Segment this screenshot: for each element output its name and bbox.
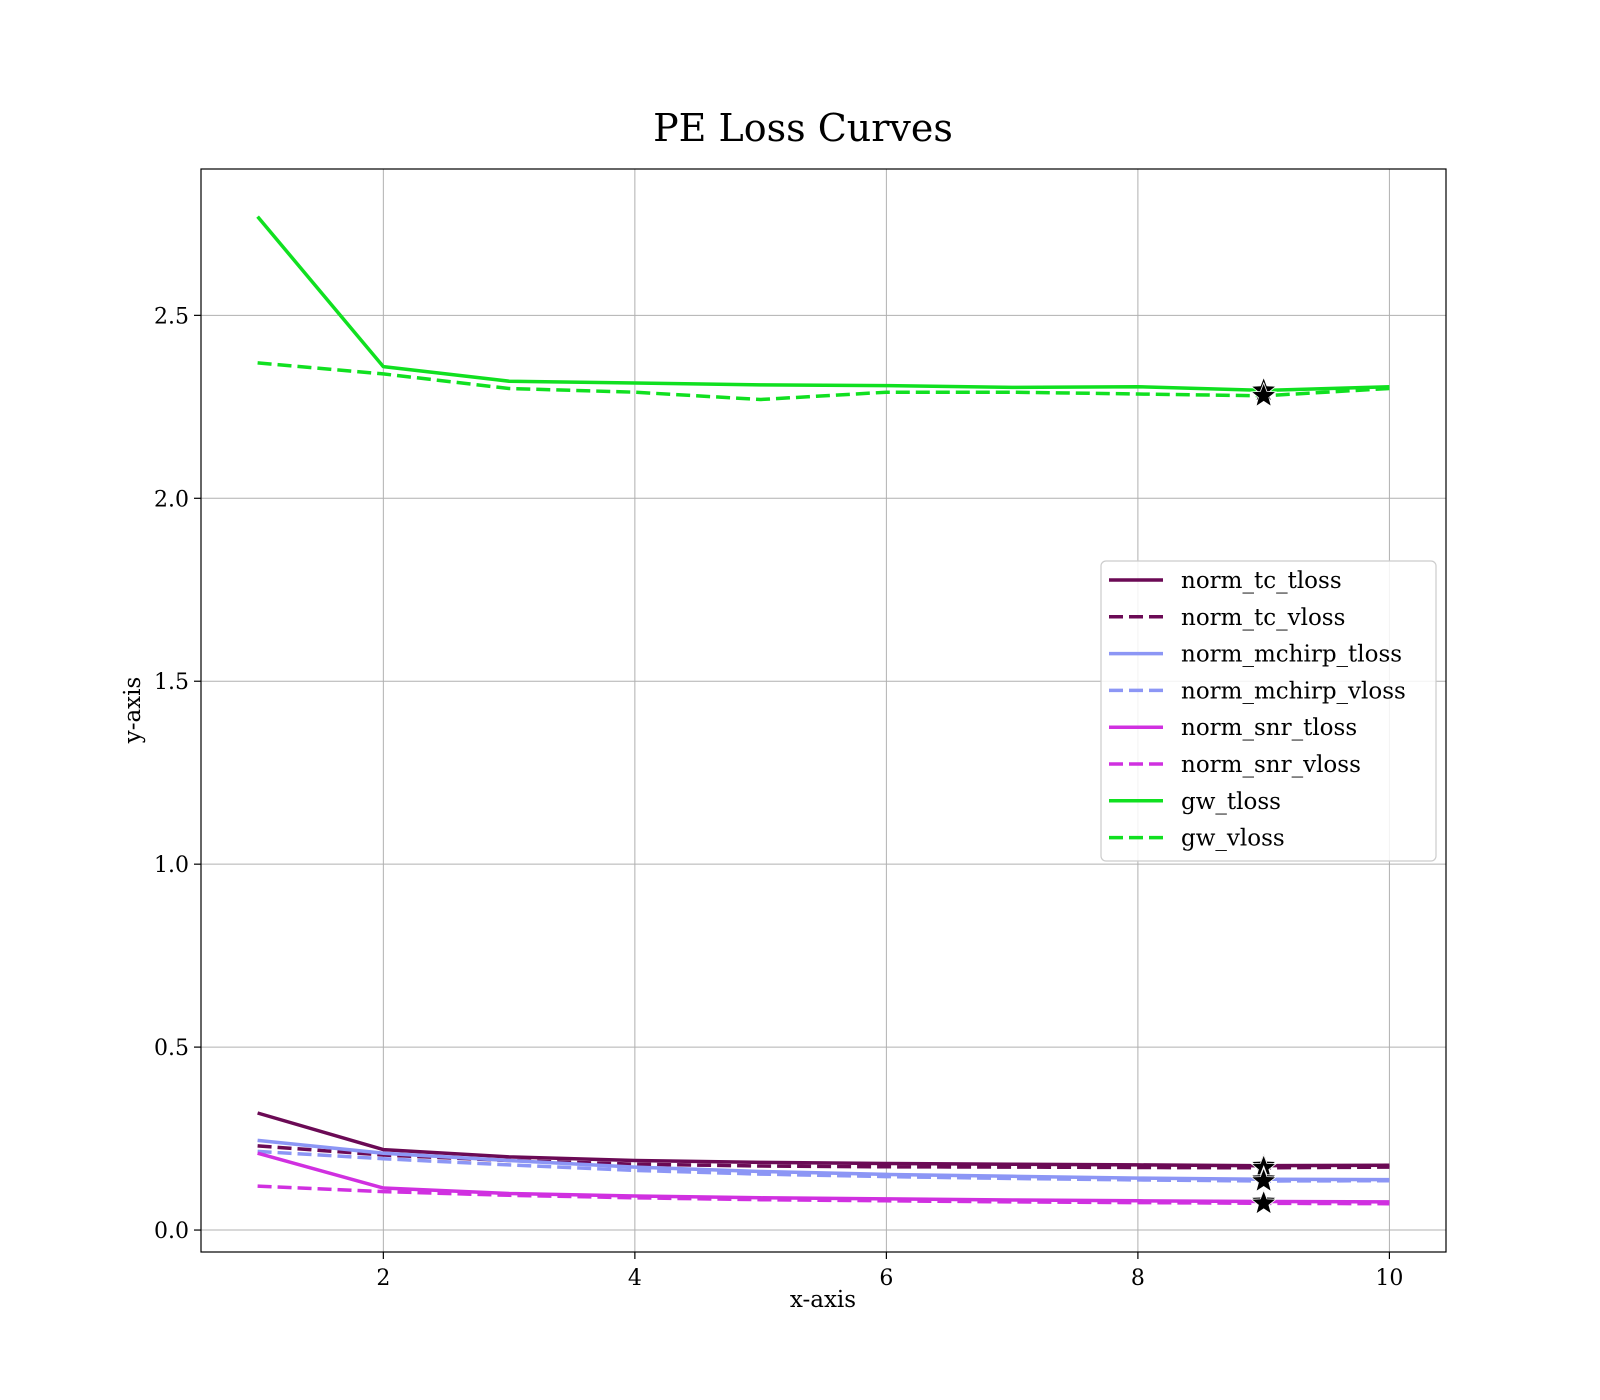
- y-tick-label: 2.5: [154, 304, 189, 329]
- series-lines: [256, 215, 1390, 1206]
- legend-box: [1100, 560, 1437, 862]
- x-tick-label: 6: [879, 1266, 893, 1291]
- series-line-norm_mchirp_vloss: [257, 1149, 1390, 1183]
- legend-label: norm_tc_vloss: [1181, 605, 1345, 631]
- x-tick-label: 10: [1375, 1266, 1403, 1291]
- series-line-gw_vloss: [257, 361, 1390, 402]
- axis-ticks: 2 4 6 8 10 0.0 0.5 1.0 1.5 2.0 2.5: [154, 304, 1403, 1291]
- series-line-norm_snr_tloss: [257, 1151, 1390, 1204]
- series-line-norm_snr_vloss: [257, 1184, 1390, 1206]
- y-tick-label: 1.5: [154, 670, 189, 695]
- legend-label: gw_vloss: [1181, 826, 1285, 852]
- best-epoch-markers: [1250, 376, 1278, 1215]
- y-tick-label: 0.0: [154, 1219, 189, 1244]
- chart-title: PE Loss Curves: [653, 106, 953, 150]
- legend-label: norm_tc_tloss: [1181, 568, 1342, 594]
- series-line-norm_tc_tloss: [257, 1111, 1390, 1168]
- x-tick-label: 4: [628, 1266, 642, 1291]
- y-tick-label: 1.0: [154, 853, 189, 878]
- legend-label: norm_mchirp_vloss: [1181, 678, 1406, 704]
- y-axis-label: y-axis: [120, 677, 146, 745]
- x-tick-label: 8: [1131, 1266, 1145, 1291]
- best-epoch-star-marker: [1250, 1166, 1278, 1193]
- plot-frame: [200, 168, 1447, 1253]
- x-tick-label: 2: [376, 1266, 390, 1291]
- y-tick-label: 0.5: [154, 1036, 189, 1061]
- series-line-gw_tloss: [256, 215, 1390, 393]
- best-epoch-star-marker: [1250, 1189, 1278, 1215]
- legend-label: gw_tloss: [1181, 789, 1281, 815]
- series-line-norm_mchirp_tloss: [257, 1138, 1390, 1182]
- legend-label: norm_snr_tloss: [1181, 715, 1357, 741]
- y-tick-label: 2.0: [154, 487, 189, 512]
- legend: norm_tc_tloss norm_tc_vloss norm_mchirp_tl…: [1100, 560, 1437, 862]
- legend-label: norm_mchirp_tloss: [1181, 642, 1402, 668]
- best-epoch-star-marker: [1250, 381, 1278, 408]
- legend-label: norm_snr_vloss: [1181, 752, 1361, 778]
- x-axis-label: x-axis: [790, 1287, 856, 1313]
